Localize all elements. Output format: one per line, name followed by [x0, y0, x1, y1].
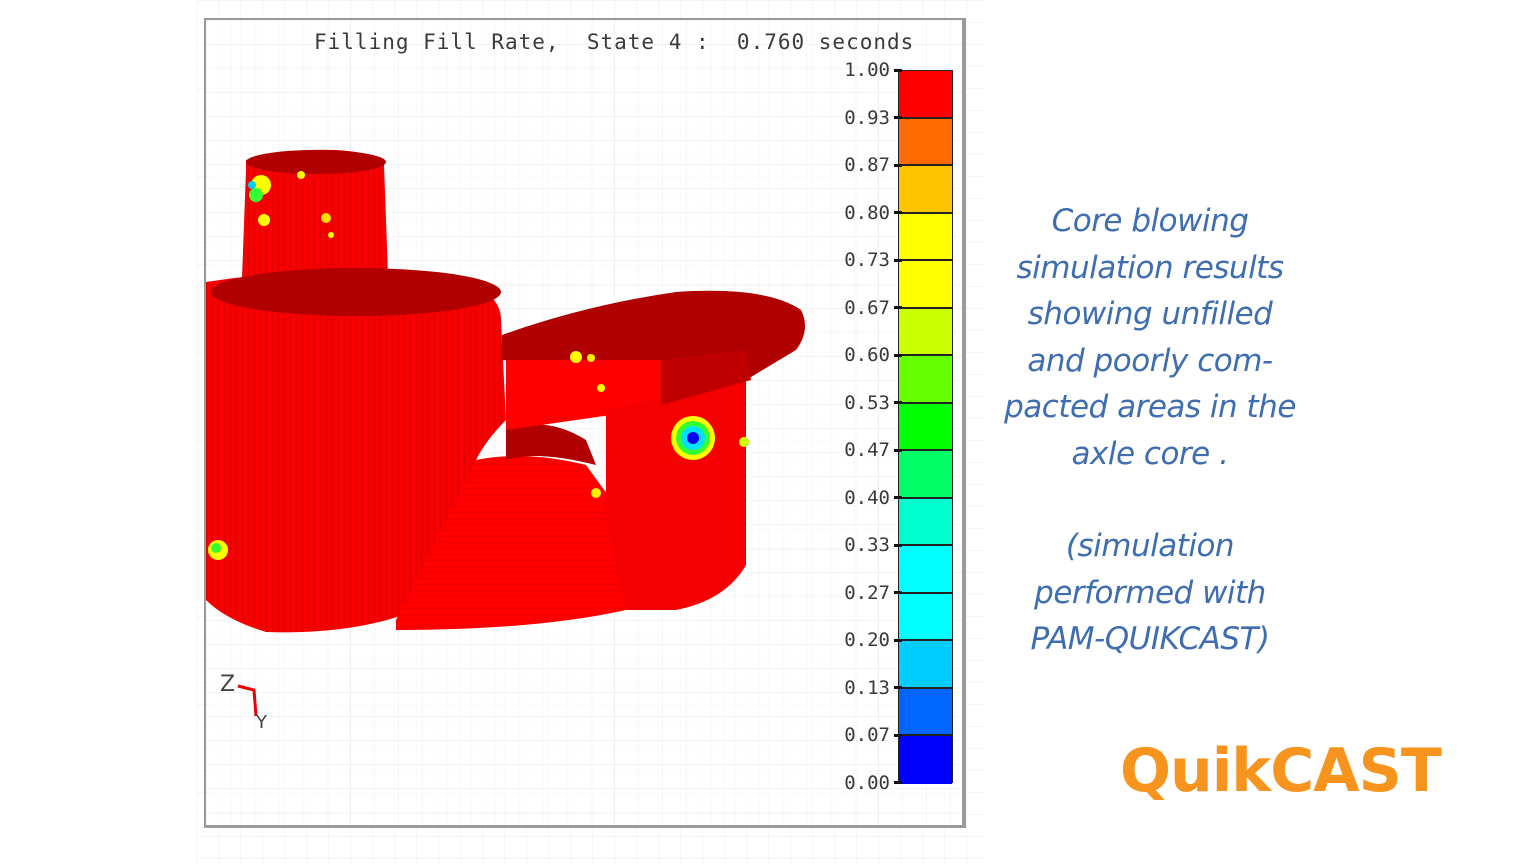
legend-tick: 0.60	[826, 344, 902, 366]
legend-tick-mark	[894, 733, 902, 737]
axis-z-label: Z	[220, 672, 236, 697]
legend-segment	[899, 498, 952, 546]
legend-tick-mark	[894, 116, 902, 119]
caption-gap	[990, 477, 1310, 523]
axis-arrow-icon	[237, 684, 258, 717]
legend-tick-label: 0.33	[844, 534, 890, 556]
legend-segment	[899, 736, 952, 784]
legend-segment	[899, 546, 952, 594]
quikcast-logo: QuikCAST	[1120, 736, 1442, 806]
legend-tick-label: 0.60	[844, 344, 890, 366]
caption-note-line: (simulation	[1065, 528, 1235, 564]
legend-segment	[899, 403, 952, 451]
legend-segment	[899, 261, 952, 309]
legend-tick-label: 0.47	[844, 439, 890, 461]
legend-tick-mark	[894, 638, 902, 642]
legend-tick-label: 0.93	[844, 106, 890, 129]
legend-tick-label: 0.27	[844, 581, 890, 604]
legend-tick-mark	[894, 211, 902, 214]
legend-tick: 0.93	[826, 106, 902, 129]
legend-tick: 0.07	[826, 724, 902, 746]
caption-line: and poorly com-	[1027, 342, 1273, 379]
legend-tick-label: 0.20	[844, 629, 890, 651]
legend-tick: 0.00	[826, 771, 902, 794]
caption-line: showing unfilled	[1027, 296, 1273, 332]
caption-line: axle core .	[1071, 435, 1229, 472]
axis-triad: Z Y	[220, 672, 280, 742]
legend-segment	[899, 593, 952, 641]
caption-note-line: performed with	[1034, 574, 1266, 611]
legend-color-bar	[898, 70, 953, 784]
caption-line: Core blowing	[1051, 203, 1249, 239]
legend-tick-mark	[894, 306, 902, 309]
legend-tick-mark	[894, 543, 902, 547]
legend-tick-label: 0.73	[844, 249, 890, 271]
legend-tick: 0.67	[826, 296, 902, 319]
legend-tick-mark	[894, 591, 902, 594]
legend-tick-mark	[894, 163, 902, 167]
legend-tick: 0.87	[826, 154, 902, 176]
legend-tick-label: 0.07	[844, 724, 890, 746]
legend-tick-label: 0.13	[844, 676, 890, 699]
legend-tick-label: 0.00	[844, 771, 890, 794]
legend-tick-mark	[894, 448, 902, 452]
legend-tick-mark	[894, 781, 902, 784]
legend-tick: 1.00	[826, 59, 902, 81]
legend-segment	[899, 308, 952, 356]
legend-tick: 0.53	[826, 391, 902, 414]
legend-segment	[899, 166, 952, 214]
legend-tick: 0.80	[826, 201, 902, 224]
legend-tick-mark	[894, 496, 902, 499]
legend-segment	[899, 213, 952, 261]
legend-segment	[899, 356, 952, 404]
legend-tick-mark	[894, 686, 902, 689]
legend-tick: 0.20	[826, 629, 902, 651]
legend-tick-label: 1.00	[844, 59, 890, 81]
legend-tick-label: 0.40	[844, 486, 890, 509]
axle-core-model	[206, 149, 805, 633]
legend-segment	[899, 118, 952, 166]
legend-segment	[899, 71, 952, 119]
legend-segment	[899, 688, 952, 736]
legend-tick-label: 0.67	[844, 296, 890, 319]
caption: Core blowing simulation results showing …	[990, 198, 1310, 663]
legend-tick: 0.47	[826, 439, 902, 461]
simulation-title: Filling Fill Rate, State 4 : 0.760 secon…	[314, 30, 915, 54]
legend-tick-label: 0.87	[844, 154, 890, 176]
legend-tick: 0.33	[826, 534, 902, 556]
fill-rate-legend: 1.00 0.93 0.87 0.80 0.73 0.67 0.60 0.53 0.47 0.40…	[826, 59, 962, 794]
legend-segment	[899, 641, 952, 689]
legend-segment	[899, 451, 952, 499]
legend-tick-mark	[894, 68, 902, 72]
caption-line: pacted areas in the	[1004, 389, 1296, 425]
caption-line: simulation results	[1016, 249, 1285, 286]
legend-tick: 0.27	[826, 581, 902, 604]
legend-tick: 0.13	[826, 676, 902, 699]
legend-tick-label: 0.53	[844, 391, 890, 414]
legend-tick-mark	[894, 401, 902, 404]
legend-tick: 0.73	[826, 249, 902, 271]
legend-tick-mark	[894, 258, 902, 262]
axis-y-label: Y	[256, 712, 267, 733]
simulation-viewport: Filling Fill Rate, State 4 : 0.760 secon…	[204, 18, 966, 828]
legend-tick: 0.40	[826, 486, 902, 509]
caption-note-line: PAM-QUIKCAST)	[1030, 621, 1270, 657]
legend-tick-mark	[894, 353, 902, 357]
legend-tick-label: 0.80	[844, 201, 890, 224]
